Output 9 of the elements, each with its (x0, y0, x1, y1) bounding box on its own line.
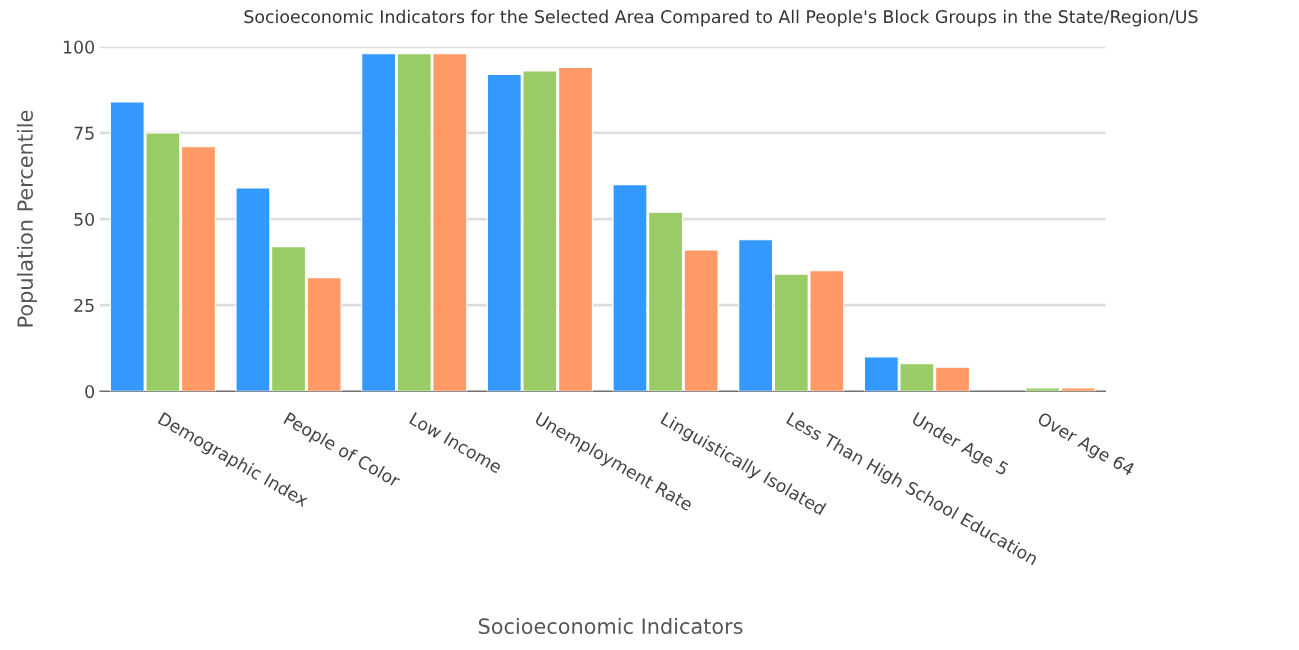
y-axis-title: Population Percentile (16, 110, 38, 327)
y-tick-label: 0 (85, 385, 95, 399)
y-tick-label: 50 (74, 212, 95, 226)
y-tick-label: 25 (74, 298, 94, 313)
x-axis-title: Socioeconomic Indicators (478, 617, 743, 635)
chart-title: Socioeconomic Indicators for the Selected Area Compared to All People's Block Groups in the State/Region/US (244, 9, 1198, 27)
y-tick-label: 100 (63, 40, 95, 54)
y-tick-label: 75 (74, 126, 94, 140)
x-tick-label: Over Age 64 (1035, 411, 1136, 480)
